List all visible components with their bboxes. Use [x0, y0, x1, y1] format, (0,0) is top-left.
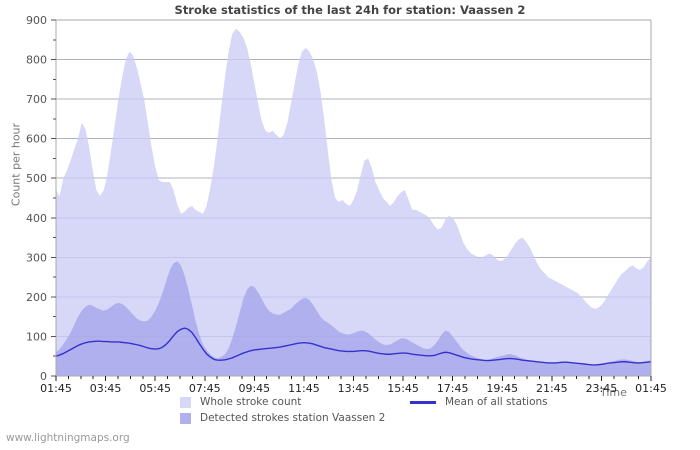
legend-line-mean-of-all-stations [410, 400, 436, 404]
legend-row: Whole stroke count Mean of all stations [180, 394, 660, 410]
x-tick-label: 07:45 [189, 382, 221, 395]
area-detected-strokes [56, 261, 651, 376]
x-tick-label: 11:45 [288, 382, 320, 395]
x-axis-label: Time [600, 386, 627, 399]
x-tick-label: 01:45 [635, 382, 667, 395]
y-tick-label: 0 [40, 370, 47, 383]
legend-item-detected-strokes: Detected strokes station Vaassen 2 [180, 412, 410, 424]
x-tick-label: 21:45 [536, 382, 568, 395]
y-tick-label: 100 [26, 330, 47, 343]
legend-label-whole-stroke-count: Whole stroke count [200, 396, 302, 408]
y-tick-label: 700 [26, 93, 47, 106]
x-tick-label: 19:45 [486, 382, 518, 395]
x-tick-label: 01:45 [40, 382, 72, 395]
legend-item-whole-stroke-count: Whole stroke count [180, 396, 410, 408]
chart-title: Stroke statistics of the last 24h for st… [174, 3, 526, 17]
y-tick-label: 500 [26, 172, 47, 185]
y-tick-label: 300 [26, 251, 47, 264]
legend-swatch-whole-stroke-count [180, 396, 191, 408]
legend-label-detected-strokes: Detected strokes station Vaassen 2 [200, 412, 386, 424]
x-tick-label: 09:45 [238, 382, 270, 395]
y-tick-label: 200 [26, 291, 47, 304]
y-tick-label: 600 [26, 133, 47, 146]
legend-label-mean-of-all-stations: Mean of all stations [445, 396, 548, 408]
area-whole-stroke-count [56, 28, 651, 376]
x-tick-label: 03:45 [90, 382, 122, 395]
y-tick-label: 400 [26, 212, 47, 225]
y-tick-label: 800 [26, 54, 47, 67]
watermark: www.lightningmaps.org [6, 432, 130, 444]
legend-item-mean-of-all-stations: Mean of all stations [410, 396, 640, 408]
x-tick-label: 05:45 [139, 382, 171, 395]
x-tick-label: 13:45 [338, 382, 370, 395]
line-mean-of-all-stations [55, 327, 652, 366]
legend-row: Detected strokes station Vaassen 2 [180, 410, 660, 426]
legend-swatch-detected-strokes [180, 412, 191, 424]
plot-area: 0 100 200 300 400 500 600 700 800 900 01:45 03:45 05… [26, 14, 667, 395]
chart-legend: Whole stroke count Mean of all stations … [180, 394, 660, 426]
x-tick-label: 17:45 [437, 382, 469, 395]
x-tick-label: 23:45 [586, 382, 618, 395]
y-tick-label: 900 [26, 14, 47, 27]
x-tick-label: 15:45 [387, 382, 419, 395]
